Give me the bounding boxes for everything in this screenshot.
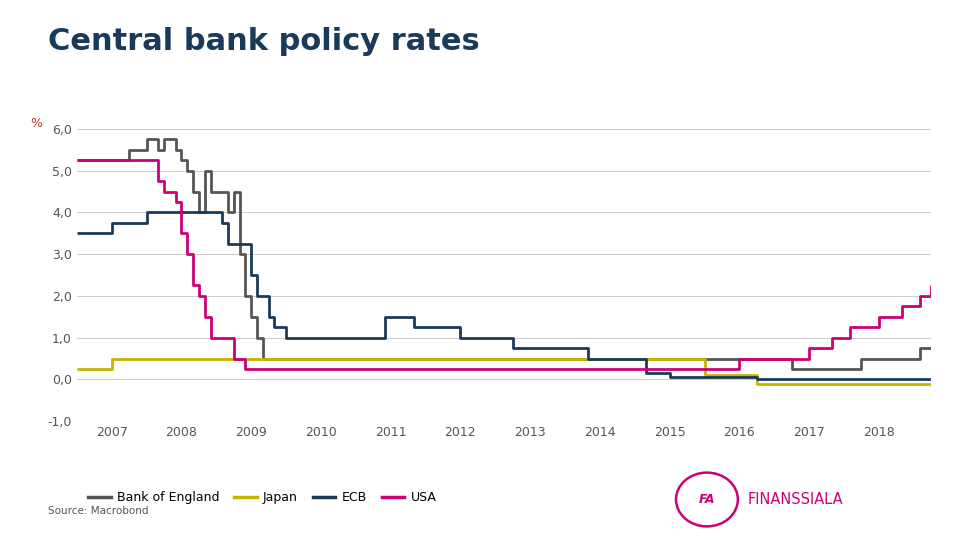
- Text: FINANSSIALA: FINANSSIALA: [747, 492, 843, 507]
- Text: Central bank policy rates: Central bank policy rates: [48, 27, 480, 56]
- Text: %: %: [30, 117, 42, 130]
- Legend: Bank of England, Japan, ECB, USA: Bank of England, Japan, ECB, USA: [84, 486, 442, 509]
- Text: FA: FA: [699, 493, 715, 506]
- Text: Source: Macrobond: Source: Macrobond: [48, 505, 149, 516]
